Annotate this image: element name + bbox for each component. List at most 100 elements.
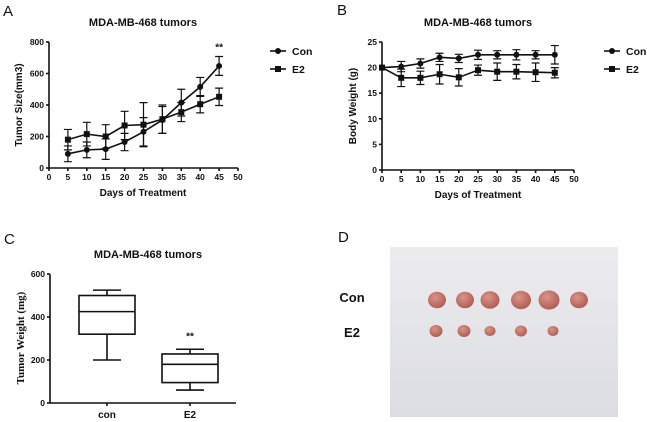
legend-marker [609, 66, 615, 72]
data-point-e2 [379, 64, 385, 71]
x-tick-label: 40 [195, 172, 205, 182]
y-tick-label: 15 [368, 88, 378, 98]
legend-marker [275, 48, 281, 54]
data-point-e2 [513, 68, 520, 75]
y-tick-label: 25 [368, 37, 378, 47]
box-e2 [161, 353, 219, 384]
data-point-e2 [159, 116, 166, 123]
data-point-e2 [494, 68, 501, 75]
y-tick-label: 400 [30, 100, 44, 110]
tumor-con [480, 291, 500, 309]
data-point-e2 [532, 69, 539, 76]
data-point-con [398, 63, 405, 70]
chart-title: MDA-MB-468 tumors [424, 17, 532, 29]
tumor-con [428, 291, 446, 309]
x-tick-label: 20 [454, 174, 464, 184]
data-point-e2 [197, 101, 204, 108]
data-point-con [417, 60, 424, 67]
data-point-con [64, 150, 71, 157]
y-tick-label: 0 [40, 398, 45, 408]
data-point-e2 [121, 122, 128, 129]
chart-title: MDA-MB-468 tumors [89, 17, 197, 29]
x-tick-label: 20 [120, 172, 130, 182]
tumor-con [511, 290, 531, 310]
photo-background [390, 247, 618, 417]
data-point-e2 [83, 131, 90, 138]
chart-title: MDA-MB-468 tumors [94, 249, 202, 261]
y-axis-label: Tumor Weight (mg) [15, 291, 27, 384]
panel-label-d: D [338, 229, 349, 246]
y-tick-label: 600 [30, 69, 44, 79]
x-tick-label: 45 [214, 172, 224, 182]
significance-annotation: ** [215, 42, 223, 53]
x-tick-label: 35 [177, 172, 187, 182]
data-point-con [475, 51, 481, 58]
x-tick-label: 45 [550, 174, 560, 184]
data-point-e2 [417, 74, 424, 81]
panel-label-a: A [3, 3, 13, 20]
legend-marker [275, 66, 281, 72]
x-tick-label: 25 [473, 174, 483, 184]
data-point-con [513, 51, 520, 58]
data-point-con [551, 51, 558, 58]
x-tick-label: 0 [47, 172, 52, 182]
data-point-e2 [551, 69, 558, 76]
row-label-con: Con [339, 290, 364, 305]
x-axis-label: Days of Treatment [100, 188, 187, 199]
data-point-con [455, 55, 462, 62]
y-tick-label: 200 [31, 355, 45, 365]
x-tick-label: 40 [531, 174, 541, 184]
x-tick-label: 10 [416, 174, 426, 184]
legend-label-e2: E2 [626, 64, 639, 76]
tumor-e2 [429, 325, 443, 337]
tumor-con [456, 291, 474, 309]
legend-label-con: Con [292, 46, 312, 58]
x-axis-label: Days of Treatment [435, 190, 522, 201]
data-point-con [121, 139, 128, 146]
data-point-e2 [64, 136, 71, 143]
x-tick-label: 5 [66, 172, 71, 182]
data-point-con [216, 62, 223, 69]
significance-annotation: ** [186, 331, 194, 342]
data-point-e2 [398, 74, 405, 81]
y-tick-label: 0 [372, 165, 377, 175]
y-tick-label: 200 [30, 132, 44, 142]
x-tick-label: 15 [435, 174, 445, 184]
tumor-con [570, 291, 588, 309]
x-tick-label: 15 [101, 172, 111, 182]
y-axis-label: Tumor Size(mm3) [14, 63, 25, 146]
x-tick-label: 50 [233, 172, 243, 182]
y-tick-label: 5 [372, 139, 377, 149]
chart-body-weight: MDA-MB-468 tumors Days of Treatment Body… [348, 17, 646, 201]
y-tick-label: 0 [39, 163, 44, 173]
tumor-e2 [547, 325, 559, 337]
tumor-con [538, 290, 560, 310]
chart-tumor-size: MDA-MB-468 tumors Days of Treatment Tumo… [14, 17, 312, 199]
data-point-e2 [455, 74, 462, 81]
data-point-con [532, 51, 539, 58]
y-tick-label: 400 [31, 312, 45, 322]
data-point-e2 [475, 67, 481, 74]
y-tick-label: 800 [30, 37, 44, 47]
tumor-photo: Con E2 [339, 247, 618, 417]
x-tick-label: con [98, 410, 116, 421]
series-line-e2 [381, 66, 555, 79]
legend-label-con: Con [626, 46, 646, 58]
data-point-e2 [216, 93, 223, 100]
data-point-con [494, 51, 501, 58]
data-point-con [436, 54, 443, 61]
x-tick-label: 0 [380, 174, 385, 184]
data-point-con [102, 146, 109, 153]
whiskers [176, 348, 204, 391]
x-tick-label: 25 [139, 172, 149, 182]
data-point-e2 [178, 109, 185, 116]
x-tick-label: 5 [399, 174, 404, 184]
data-point-con [197, 83, 204, 90]
y-tick-label: 10 [368, 114, 378, 124]
legend-marker [609, 48, 615, 54]
y-tick-label: 20 [368, 63, 378, 73]
x-tick-label: 35 [512, 174, 522, 184]
panel-label-b: B [337, 2, 347, 19]
tumor-e2 [457, 325, 471, 337]
